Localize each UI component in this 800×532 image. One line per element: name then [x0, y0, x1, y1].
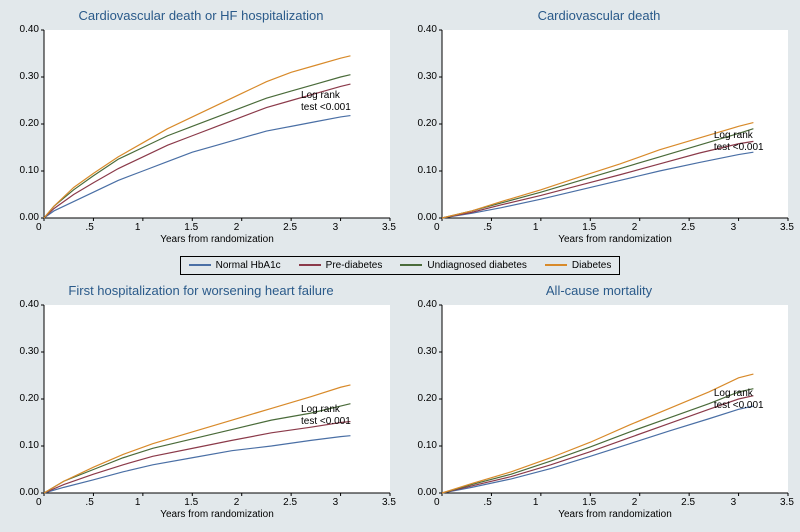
y-tick-label: 0.30 [20, 346, 39, 357]
series-line-undiagnosed [442, 388, 753, 492]
y-tick-label: 0.40 [20, 299, 39, 310]
x-axis-label: Years from randomization [44, 234, 390, 245]
x-tick-label: .5 [483, 497, 491, 508]
y-tick-label: 0.20 [20, 393, 39, 404]
x-tick-label: 0 [36, 222, 42, 233]
chart-svg [4, 4, 398, 252]
log-rank-annotation: Log ranktest <0.001 [301, 90, 351, 114]
swatch-normal [189, 264, 211, 266]
x-tick-label: 1 [135, 497, 141, 508]
x-tick-label: 3.5 [780, 497, 794, 508]
legend-label-undiagnosed: Undiagnosed diabetes [427, 260, 527, 271]
x-tick-label: 2 [632, 497, 638, 508]
legend-item-prediabetes: Pre-diabetes [299, 260, 383, 271]
log-rank-annotation: Log ranktest <0.001 [301, 404, 351, 428]
x-tick-label: 2.5 [283, 222, 297, 233]
y-tick-label: 0.40 [418, 24, 437, 35]
swatch-diabetes [545, 264, 567, 266]
x-axis-label: Years from randomization [44, 509, 390, 520]
panel-grid: Cardiovascular death or HF hospitalizati… [0, 0, 800, 532]
chart-svg [4, 279, 398, 527]
panel-cv-death: Cardiovascular death0.000.100.200.300.40… [402, 4, 796, 252]
chart-svg [402, 4, 796, 252]
x-tick-label: 3 [731, 222, 737, 233]
y-tick-label: 0.10 [20, 165, 39, 176]
y-tick-label: 0.30 [418, 71, 437, 82]
x-tick-label: .5 [483, 222, 491, 233]
y-tick-label: 0.30 [20, 71, 39, 82]
series-line-normal [44, 116, 350, 218]
x-tick-label: 3 [333, 222, 339, 233]
x-axis-label: Years from randomization [442, 234, 788, 245]
y-tick-label: 0.10 [20, 440, 39, 451]
x-tick-label: .5 [85, 222, 93, 233]
x-tick-label: .5 [85, 497, 93, 508]
x-tick-label: 3.5 [780, 222, 794, 233]
x-tick-label: 0 [434, 497, 440, 508]
series-line-diabetes [442, 123, 753, 218]
x-tick-label: 2.5 [681, 222, 695, 233]
x-tick-label: 1 [533, 222, 539, 233]
y-tick-label: 0.20 [418, 393, 437, 404]
x-tick-label: 1.5 [582, 222, 596, 233]
y-tick-label: 0.10 [418, 440, 437, 451]
panel-all-cause-mortality: All-cause mortality0.000.100.200.300.400… [402, 279, 796, 527]
x-tick-label: 3 [333, 497, 339, 508]
x-tick-label: 1 [135, 222, 141, 233]
x-tick-label: 0 [36, 497, 42, 508]
series-line-normal [44, 435, 350, 492]
series-line-undiagnosed [442, 129, 753, 218]
y-tick-label: 0.20 [20, 118, 39, 129]
x-tick-label: 1.5 [184, 497, 198, 508]
x-tick-label: 2.5 [681, 497, 695, 508]
x-axis-label: Years from randomization [442, 509, 788, 520]
swatch-undiagnosed [400, 264, 422, 266]
legend-item-undiagnosed: Undiagnosed diabetes [400, 260, 527, 271]
x-tick-label: 2 [632, 222, 638, 233]
y-tick-label: 0.30 [418, 346, 437, 357]
x-tick-label: 0 [434, 222, 440, 233]
series-line-diabetes [442, 374, 753, 493]
legend-label-diabetes: Diabetes [572, 260, 611, 271]
legend-label-prediabetes: Pre-diabetes [326, 260, 383, 271]
x-tick-label: 1.5 [582, 497, 596, 508]
x-tick-label: 2 [234, 497, 240, 508]
log-rank-annotation: Log ranktest <0.001 [714, 388, 764, 412]
y-tick-label: 0.40 [20, 24, 39, 35]
x-tick-label: 2.5 [283, 497, 297, 508]
legend-row: Normal HbA1c Pre-diabetes Undiagnosed di… [4, 256, 796, 275]
x-tick-label: 1.5 [184, 222, 198, 233]
panel-cv-death-hf-hosp: Cardiovascular death or HF hospitalizati… [4, 4, 398, 252]
y-tick-label: 0.20 [418, 118, 437, 129]
y-tick-label: 0.10 [418, 165, 437, 176]
y-tick-label: 0.40 [418, 299, 437, 310]
series-line-diabetes [44, 384, 350, 492]
legend-item-normal: Normal HbA1c [189, 260, 281, 271]
legend-item-diabetes: Diabetes [545, 260, 611, 271]
log-rank-annotation: Log ranktest <0.001 [714, 130, 764, 154]
x-tick-label: 3.5 [382, 497, 396, 508]
swatch-prediabetes [299, 264, 321, 266]
panel-first-hf-hosp: First hospitalization for worsening hear… [4, 279, 398, 527]
legend-label-normal: Normal HbA1c [216, 260, 281, 271]
x-tick-label: 3.5 [382, 222, 396, 233]
x-tick-label: 3 [731, 497, 737, 508]
x-tick-label: 1 [533, 497, 539, 508]
legend-box: Normal HbA1c Pre-diabetes Undiagnosed di… [180, 256, 621, 275]
x-tick-label: 2 [234, 222, 240, 233]
